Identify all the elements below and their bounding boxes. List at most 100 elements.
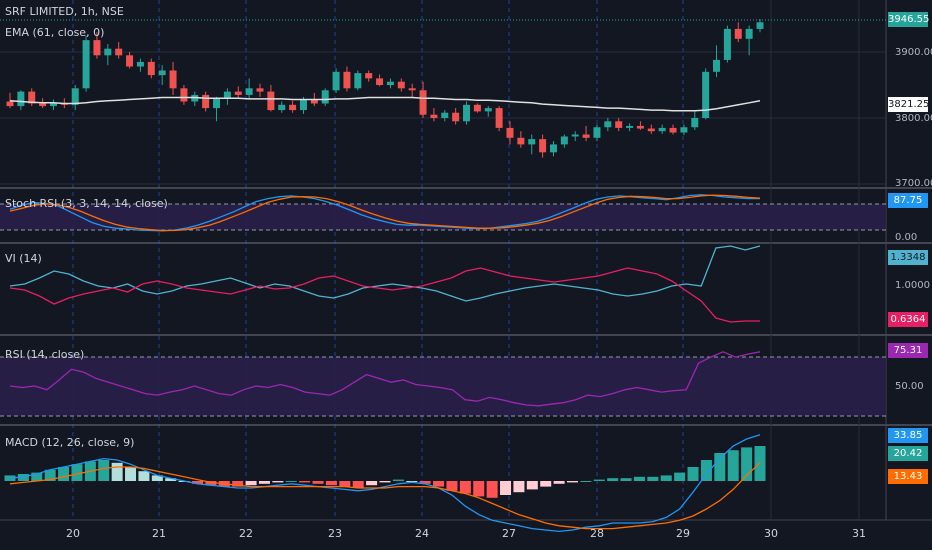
candle-body bbox=[136, 61, 144, 67]
macd-legend[interactable]: MACD (12, 26, close, 9) bbox=[5, 436, 135, 449]
candle-body bbox=[365, 73, 373, 79]
stoch-tick-0: 0.00 bbox=[895, 232, 918, 243]
histogram-value-badge: 20.42 bbox=[888, 446, 928, 461]
candle-body bbox=[647, 128, 655, 132]
date-label: 22 bbox=[239, 527, 253, 540]
candle-body bbox=[582, 134, 590, 138]
rsi-value-badge: 75.31 bbox=[888, 343, 928, 358]
candle-body bbox=[376, 78, 384, 85]
price-tick-3900: 3900.00 bbox=[895, 47, 932, 58]
date-label: 23 bbox=[328, 527, 342, 540]
candle-body bbox=[658, 127, 666, 132]
candle-body bbox=[463, 104, 471, 122]
candle-body bbox=[636, 125, 644, 129]
histogram-bar bbox=[165, 478, 177, 481]
candle-body bbox=[528, 139, 536, 145]
candle-body bbox=[669, 127, 677, 133]
vi-minus-line bbox=[9, 267, 760, 323]
candle-body bbox=[473, 104, 481, 112]
candle-body bbox=[539, 139, 547, 153]
histogram-bar bbox=[513, 481, 525, 493]
histogram-bar bbox=[687, 467, 699, 481]
histogram-bar bbox=[205, 481, 217, 486]
histogram-bar bbox=[526, 481, 538, 490]
histogram-bar bbox=[473, 481, 485, 497]
price-tick-3800: 3800.00 bbox=[895, 113, 932, 124]
candle-body bbox=[115, 48, 123, 56]
candle-body bbox=[354, 73, 362, 89]
candle-body bbox=[234, 91, 242, 95]
stoch-rsi-legend[interactable]: Stoch RSI (3, 3, 14, 14, close) bbox=[5, 197, 168, 210]
histogram-bar bbox=[660, 475, 672, 481]
candle-body bbox=[408, 88, 416, 91]
histogram-bar bbox=[192, 481, 203, 484]
histogram-bar bbox=[325, 481, 337, 486]
candle-body bbox=[702, 71, 710, 118]
ema-line bbox=[9, 96, 761, 112]
histogram-bar bbox=[553, 481, 565, 484]
ema-legend[interactable]: EMA (61, close, 0) bbox=[5, 26, 105, 39]
histogram-bar bbox=[419, 481, 431, 484]
histogram-bar bbox=[44, 469, 56, 481]
symbol-title[interactable]: SRF LIMITED, 1h, NSE bbox=[5, 5, 124, 18]
histogram-bar bbox=[17, 474, 29, 481]
grid-lines bbox=[0, 0, 932, 521]
histogram-bar bbox=[352, 481, 364, 488]
vi-tick-1: 1.0000 bbox=[895, 280, 930, 291]
candle-body bbox=[126, 55, 134, 67]
candle-body bbox=[289, 104, 297, 111]
candle-body bbox=[560, 136, 568, 145]
histogram-bar bbox=[151, 475, 163, 481]
candle-body bbox=[6, 101, 14, 107]
histogram-bar bbox=[299, 481, 311, 483]
histogram-bar bbox=[727, 450, 739, 481]
histogram-bar bbox=[366, 481, 378, 486]
rsi-legend[interactable]: RSI (14, close) bbox=[5, 348, 85, 361]
histogram-bar bbox=[620, 478, 632, 481]
histogram-bar bbox=[285, 481, 297, 482]
histogram-bar bbox=[58, 467, 70, 481]
candle-body bbox=[82, 40, 90, 89]
histogram-bar bbox=[567, 481, 578, 483]
date-label: 24 bbox=[415, 527, 429, 540]
histogram-bar bbox=[232, 481, 244, 487]
histogram-bar bbox=[312, 481, 324, 484]
histogram-bar bbox=[674, 472, 686, 481]
signal-value-badge: 13.43 bbox=[888, 469, 928, 484]
candle-body bbox=[691, 118, 699, 128]
candle-body bbox=[223, 91, 231, 99]
candle-body bbox=[756, 22, 764, 29]
histogram-bar bbox=[392, 479, 404, 481]
candle-body bbox=[28, 91, 36, 104]
histogram-bar bbox=[111, 462, 123, 481]
vi-plus-badge: 1.3348 bbox=[888, 250, 928, 265]
candle-body bbox=[723, 28, 731, 60]
candle-body bbox=[441, 112, 449, 118]
histogram-bar bbox=[700, 460, 712, 481]
candle-body bbox=[245, 88, 253, 95]
vi-plus-line bbox=[9, 245, 761, 302]
candle-body bbox=[332, 71, 340, 91]
candle-body bbox=[71, 88, 79, 105]
vi-legend[interactable]: VI (14) bbox=[5, 252, 42, 265]
histogram-bar bbox=[98, 460, 110, 481]
histogram-bar bbox=[714, 453, 726, 481]
candle-body bbox=[745, 28, 753, 39]
stoch-value-badge: 87.75 bbox=[888, 193, 928, 208]
candle-body bbox=[147, 61, 155, 76]
histogram-bar bbox=[125, 467, 137, 481]
histogram-bar bbox=[138, 471, 150, 481]
candle-body bbox=[17, 91, 25, 107]
candle-body bbox=[430, 114, 438, 118]
histogram-bar bbox=[741, 447, 753, 481]
histogram-bar bbox=[433, 481, 445, 487]
histogram-bar bbox=[31, 472, 43, 481]
date-label: 27 bbox=[502, 527, 516, 540]
rsi-tick-50: 50.00 bbox=[895, 381, 924, 392]
candle-body bbox=[321, 90, 329, 104]
chart-marks bbox=[4, 19, 766, 533]
candle-body bbox=[343, 71, 351, 89]
candle-body bbox=[310, 99, 318, 104]
date-label: 20 bbox=[66, 527, 80, 540]
